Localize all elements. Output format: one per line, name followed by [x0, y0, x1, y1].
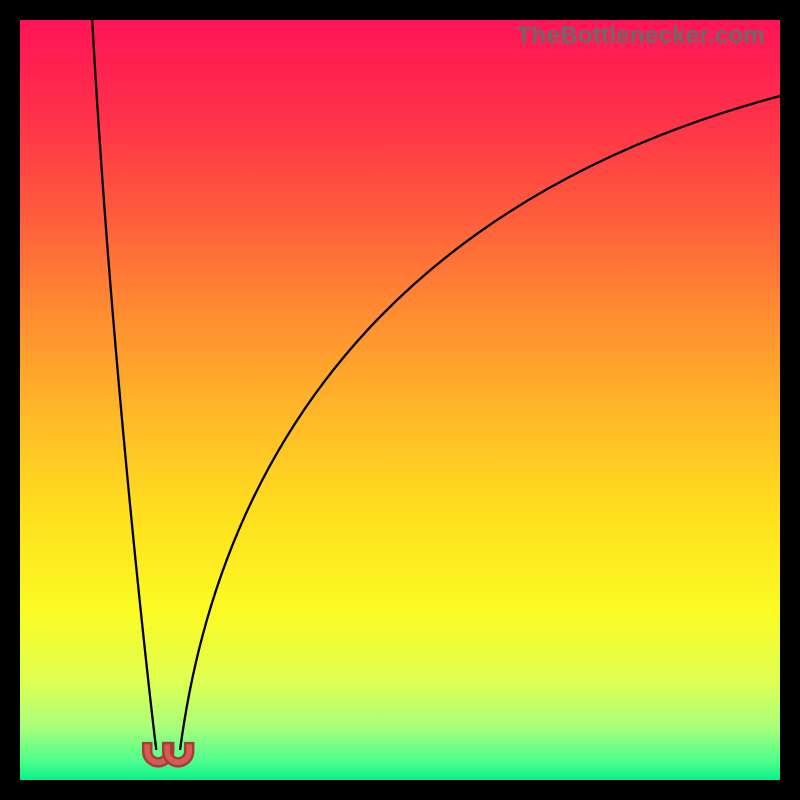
- valley-marker: [143, 743, 193, 766]
- chart-frame: TheBottlenecker.com: [0, 0, 800, 800]
- plot-area: [20, 20, 780, 780]
